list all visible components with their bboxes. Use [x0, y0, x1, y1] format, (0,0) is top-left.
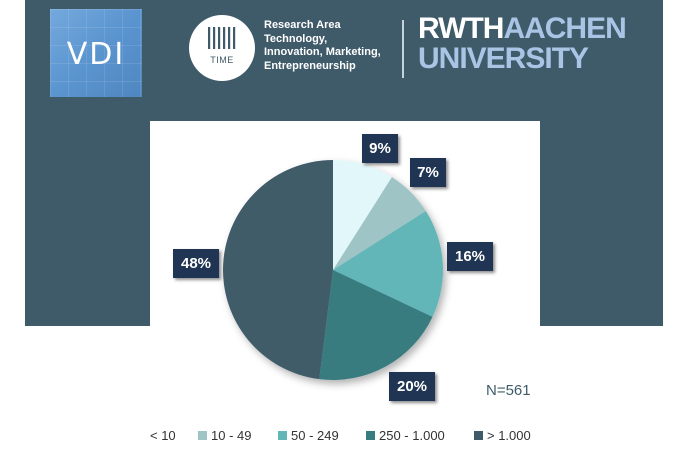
time-logo: TIME [189, 15, 255, 81]
time-text-line: Innovation, Marketing, [264, 46, 381, 58]
legend-label: > 1.000 [487, 428, 531, 443]
pie-slice [223, 160, 333, 380]
pie-slice [333, 160, 392, 270]
chart-legend: < 10 10 - 49 50 - 249 250 - 1.000 > 1.000 [150, 428, 550, 446]
legend-item: 10 - 49 [198, 428, 251, 443]
pie-slice [319, 270, 433, 380]
legend-label: < 10 [150, 428, 176, 443]
legend-item: 50 - 249 [278, 428, 339, 443]
rwth-logo-line2: UNIVERSITY [418, 42, 589, 75]
legend-item: > 1.000 [474, 428, 531, 443]
rwth-logo-part2: AACHEN [503, 12, 626, 45]
legend-label: 50 - 249 [291, 428, 339, 443]
legend-swatch [198, 431, 207, 440]
time-logo-word: TIME [210, 55, 234, 65]
rwth-logo-part1: RWTH [418, 12, 504, 45]
legend-label: 10 - 49 [211, 428, 252, 443]
pie-slice [333, 211, 444, 317]
pie-data-label: 16% [447, 242, 493, 271]
legend-swatch [366, 431, 375, 440]
pie-data-label: 48% [173, 249, 219, 278]
legend-swatch [278, 431, 287, 440]
pie-data-label: 9% [362, 134, 398, 163]
time-text-line: Technology, [264, 32, 328, 45]
legend-item: < 10 [150, 428, 176, 443]
logo-divider [402, 20, 404, 78]
legend-item: 250 - 1.000 [366, 428, 445, 443]
vdi-logo: VDI [50, 9, 142, 97]
rwth-logo: RWTHAACHEN UNIVERSITY [418, 14, 650, 74]
pie-data-label: 20% [389, 372, 435, 401]
legend-label: 250 - 1.000 [379, 428, 445, 443]
time-text-line: Research Area [264, 19, 341, 31]
legend-swatch [474, 431, 483, 440]
time-logo-bars-icon [208, 27, 236, 49]
vdi-logo-text: VDI [66, 37, 126, 72]
time-research-area-text: Research Area Technology, Innovation, Ma… [264, 19, 399, 73]
sample-size-label: N=561 [486, 382, 531, 399]
pie-slice [333, 177, 426, 270]
pie-data-label: 7% [410, 158, 446, 187]
time-text-line: Entrepreneurship [264, 59, 356, 72]
